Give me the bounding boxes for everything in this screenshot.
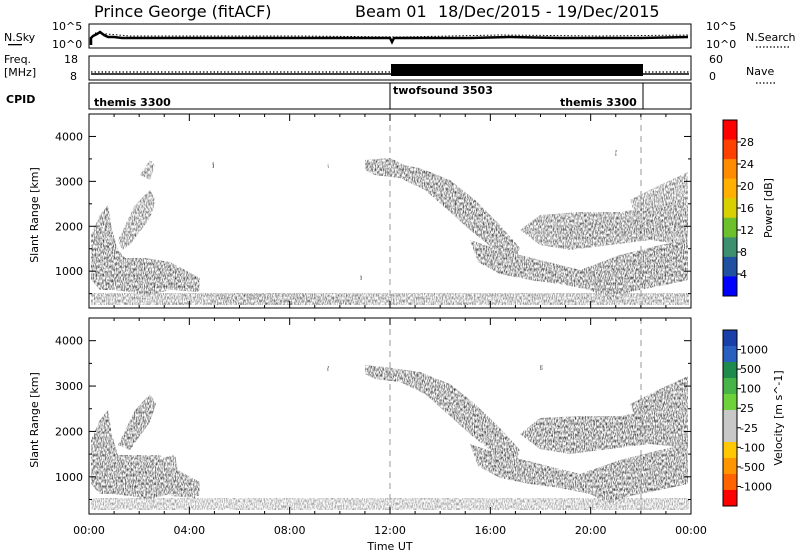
cpid-panel: CPID themis 3300 twofsound 3503 themis 3… xyxy=(6,82,692,110)
sky-label: N.Sky xyxy=(4,31,36,44)
colorbar-tick-label: 16 xyxy=(740,202,754,215)
colorbar-segment xyxy=(723,394,737,411)
colorbar-tick-label: 100 xyxy=(740,383,761,396)
x-tick-label: 00:00 xyxy=(73,524,105,537)
nave-tick-top: 60 xyxy=(709,53,723,66)
colorbar-tick-label: 28 xyxy=(740,136,754,149)
colorbar-segment xyxy=(723,330,737,347)
sky-noise-panel: N.Sky 10^5 10^0 10^5 10^0 N.Search xyxy=(4,20,796,51)
y-tick-label: 3000 xyxy=(55,380,83,393)
y-tick-label: 1000 xyxy=(55,471,83,484)
power-evening-streak xyxy=(118,190,156,250)
x-tick-label: 04:00 xyxy=(173,524,205,537)
cpid-mode-1: themis 3300 xyxy=(94,96,171,109)
power-night-band xyxy=(470,240,688,300)
x-tick-label: 00:00 xyxy=(675,524,707,537)
freq-nave-panel: Freq. [MHz] 18 8 60 0 Nave xyxy=(4,53,776,84)
velocity-colorbar: 1000 500 100 25 -25 -100 -500 -1000 Velocity [m… xyxy=(722,329,785,507)
plot-title: Prince George (fitACF) xyxy=(94,2,272,21)
colorbar-segment xyxy=(723,378,737,395)
colorbar-segment xyxy=(723,237,737,258)
date-range: 18/Dec/2015 - 19/Dec/2015 xyxy=(438,2,660,21)
colorbar-tick-label: 12 xyxy=(740,224,754,237)
beam-label: Beam 01 xyxy=(355,2,427,21)
y-tick-label: 3000 xyxy=(55,175,83,188)
power-cbar-label: Power [dB] xyxy=(762,178,775,238)
x-tick-label: 20:00 xyxy=(575,524,607,537)
colorbar-tick-label: -100 xyxy=(740,441,765,454)
nave-label: Nave xyxy=(746,65,774,78)
y-tick-label: 1000 xyxy=(55,265,83,278)
power-panel: 1000 2000 3000 4000 Slant Range [km] xyxy=(28,113,692,309)
colorbar-segment xyxy=(723,362,737,379)
colorbar-segment xyxy=(723,458,737,475)
freq-label: Freq. xyxy=(4,53,31,66)
x-axis: 00:00 04:00 08:00 12:00 16:00 20:00 00:00 xyxy=(73,114,707,537)
colorbar-tick-label: -500 xyxy=(740,461,765,474)
freq-tick-top: 18 xyxy=(64,53,78,66)
sky-tick-top: 10^5 xyxy=(52,20,82,33)
colorbar-segment xyxy=(723,139,737,160)
velocity-cbar-label: Velocity [m s^-1] xyxy=(772,370,785,465)
colorbar-segment xyxy=(723,120,737,141)
colorbar-segment xyxy=(723,217,737,238)
sky-legend-solid xyxy=(8,44,22,46)
velocity-diagonal-echo xyxy=(365,365,520,464)
colorbar-tick-label: 8 xyxy=(740,246,747,259)
colorbar-tick-label: 4 xyxy=(740,268,747,281)
colorbar-tick-label: -25 xyxy=(740,422,758,435)
search-label: N.Search xyxy=(746,31,796,44)
noise-sky-line xyxy=(89,30,689,45)
colorbar-segment xyxy=(723,256,737,277)
x-tick-label: 12:00 xyxy=(374,524,406,537)
cpid-label: CPID xyxy=(6,93,35,106)
velocity-clutter xyxy=(91,498,689,510)
colorbar-tick-label: 500 xyxy=(740,363,761,376)
colorbar-segment xyxy=(723,410,737,427)
colorbar-segment xyxy=(723,474,737,491)
y-tick-label: 4000 xyxy=(55,130,83,143)
search-tick-bottom: 10^0 xyxy=(706,38,736,51)
colorbar-tick-label: 20 xyxy=(740,180,754,193)
noise-search-line xyxy=(94,32,691,38)
velocity-panel: 1000 2000 3000 4000 Slant Range [km] xyxy=(28,317,692,515)
freq-tick-bottom: 8 xyxy=(70,70,77,83)
colorbar-tick-label: 1000 xyxy=(740,344,768,357)
colorbar-segment xyxy=(723,198,737,219)
freq-unit: [MHz] xyxy=(4,66,36,79)
y-tick-label: 4000 xyxy=(55,335,83,348)
power-data xyxy=(91,150,689,305)
twofsound-freq-block xyxy=(391,64,643,76)
colorbar-tick-label: 25 xyxy=(740,402,754,415)
power-evening-band xyxy=(91,205,200,295)
y-tick-label: 2000 xyxy=(55,220,83,233)
colorbar-segment xyxy=(723,490,737,507)
power-ylabel: Slant Range [km] xyxy=(28,167,41,263)
colorbar-segment xyxy=(723,178,737,199)
power-colorbar: 28 24 20 16 12 8 4 Power [dB] xyxy=(722,119,775,297)
velocity-data xyxy=(91,365,689,510)
x-axis-label: Time UT xyxy=(366,540,412,553)
x-tick-label: 08:00 xyxy=(274,524,306,537)
colorbar-tick-label: 24 xyxy=(740,158,754,171)
power-diagonal-echo xyxy=(365,160,520,262)
colorbar-segment xyxy=(723,426,737,443)
colorbar-segment xyxy=(723,159,737,180)
colorbar-tick-label: -1000 xyxy=(740,480,772,493)
search-tick-top: 10^5 xyxy=(706,20,736,33)
y-tick-label: 2000 xyxy=(55,425,83,438)
cpid-mode-3: themis 3300 xyxy=(560,96,637,109)
velocity-ylabel: Slant Range [km] xyxy=(28,372,41,468)
sky-tick-bottom: 10^0 xyxy=(52,38,82,51)
colorbar-segment xyxy=(723,442,737,459)
cpid-mode-2: twofsound 3503 xyxy=(393,84,493,97)
colorbar-segment xyxy=(723,346,737,363)
x-tick-label: 16:00 xyxy=(474,524,506,537)
velocity-night-band xyxy=(470,444,688,504)
colorbar-segment xyxy=(723,276,737,297)
nave-tick-bottom: 0 xyxy=(709,70,716,83)
